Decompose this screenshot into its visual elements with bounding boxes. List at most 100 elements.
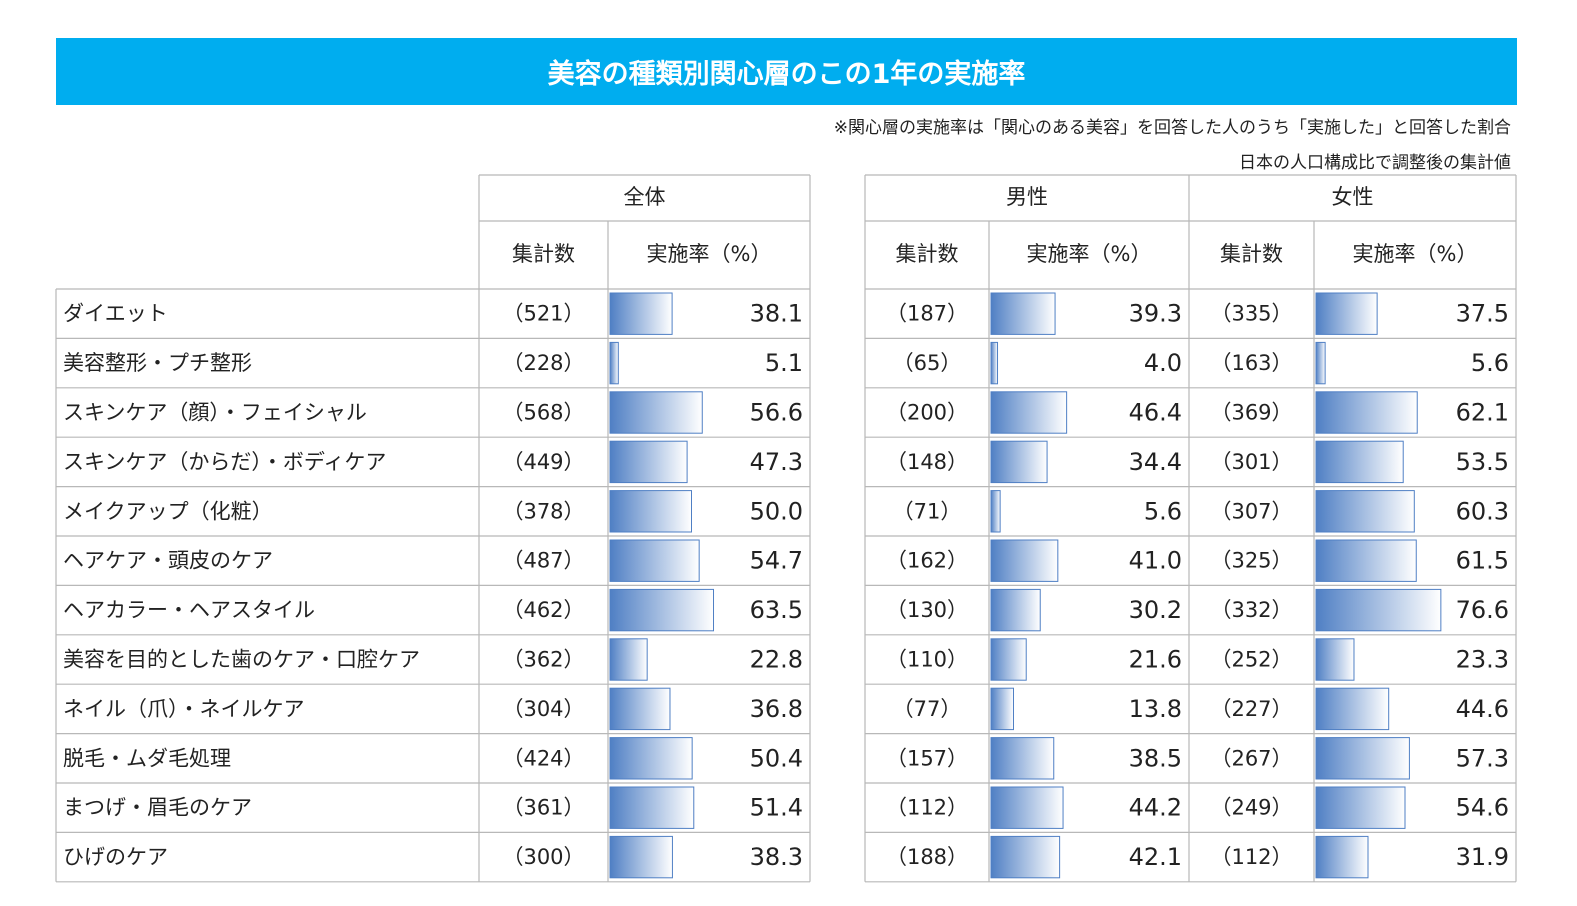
value-label-total: 38.1: [750, 300, 803, 328]
count-header-total: 集計数: [512, 242, 575, 266]
value-label-total: 47.3: [750, 448, 803, 476]
count-cell-male: （71）: [893, 499, 962, 523]
count-cell-male: （130）: [886, 598, 968, 622]
value-label-female: 31.9: [1456, 843, 1509, 871]
count-cell-male: （188）: [886, 845, 968, 869]
bar-male: [990, 737, 1055, 780]
rate-header-male: 実施率（%）: [1027, 242, 1152, 266]
count-cell-total: （424）: [502, 746, 584, 770]
count-cell-male: （162）: [886, 549, 968, 573]
category-label: スキンケア（からだ）・ボディケア: [63, 450, 386, 474]
value-label-male: 38.5: [1129, 744, 1182, 772]
count-cell-male: （112）: [886, 796, 968, 820]
count-cell-total: （449）: [502, 450, 584, 474]
value-label-total: 38.3: [750, 843, 803, 871]
bar-male: [990, 391, 1068, 434]
value-label-male: 21.6: [1129, 646, 1182, 674]
count-cell-male: （110）: [886, 648, 968, 672]
rate-header-female: 実施率（%）: [1353, 242, 1478, 266]
count-cell-total: （361）: [502, 796, 584, 820]
note-line-2: 日本の人口構成比で調整後の集計値: [1239, 153, 1511, 173]
bar-female: [1315, 490, 1415, 533]
category-label: ひげのケア: [63, 845, 168, 869]
bar-male: [990, 490, 1001, 533]
value-label-female: 37.5: [1456, 300, 1509, 328]
value-label-female: 23.3: [1456, 646, 1509, 674]
category-label: ダイエット: [63, 302, 168, 326]
count-cell-female: （267）: [1210, 746, 1292, 770]
bar-male: [990, 835, 1061, 879]
bar-female: [1315, 687, 1390, 731]
bar-female: [1315, 638, 1355, 681]
bar-total: [609, 737, 693, 780]
bar-total: [609, 440, 688, 484]
value-label-female: 76.6: [1456, 596, 1509, 624]
value-label-total: 54.7: [750, 547, 803, 575]
bar-male: [990, 786, 1064, 829]
category-label: ヘアカラー・ヘアスタイル: [63, 598, 315, 622]
count-cell-total: （378）: [502, 499, 584, 523]
count-cell-female: （249）: [1210, 796, 1292, 820]
value-label-male: 44.2: [1129, 794, 1182, 822]
bar-total: [609, 341, 619, 385]
category-label: 美容整形・プチ整形: [63, 351, 252, 375]
bar-female: [1315, 835, 1369, 879]
count-cell-female: （307）: [1210, 499, 1292, 523]
count-cell-male: （187）: [886, 302, 968, 326]
bar-male: [990, 341, 999, 385]
count-cell-total: （487）: [502, 549, 584, 573]
bar-total: [609, 687, 671, 731]
count-cell-female: （112）: [1210, 845, 1292, 869]
count-cell-female: （227）: [1210, 697, 1292, 721]
value-label-total: 36.8: [750, 695, 803, 723]
group-header-male: 男性: [1006, 185, 1048, 209]
bar-female: [1315, 292, 1378, 335]
value-label-male: 30.2: [1129, 596, 1182, 624]
category-label: まつげ・眉毛のケア: [63, 796, 252, 820]
bar-total: [609, 835, 673, 879]
chart-title: 美容の種類別関心層のこの1年の実施率: [547, 59, 1026, 90]
note-line-1: ※関心層の実施率は「関心のある美容」を回答した人のうち「実施した」と回答した割合: [833, 118, 1511, 138]
count-cell-female: （332）: [1210, 598, 1292, 622]
count-cell-total: （521）: [502, 302, 584, 326]
count-cell-female: （252）: [1210, 648, 1292, 672]
value-label-male: 39.3: [1129, 300, 1182, 328]
value-label-female: 60.3: [1456, 497, 1509, 525]
category-label: ネイル（爪）・ネイルケア: [63, 697, 305, 721]
value-label-total: 5.1: [765, 349, 803, 377]
group-header-female: 女性: [1332, 185, 1374, 209]
category-label: 脱毛・ムダ毛処理: [63, 746, 231, 770]
table-body: ダイエット （521） 38.1 （187） 39.3 （335） 37.5 美容整形・プチ整…: [63, 292, 1509, 879]
bar-female: [1315, 786, 1406, 829]
value-label-total: 56.6: [750, 399, 803, 427]
group-header-total: 全体: [624, 185, 666, 209]
count-header-female: 集計数: [1220, 242, 1283, 266]
count-cell-total: （362）: [502, 648, 584, 672]
bar-total: [609, 638, 648, 681]
count-cell-total: （462）: [502, 598, 584, 622]
count-cell-total: （228）: [502, 351, 584, 375]
value-label-male: 34.4: [1129, 448, 1182, 476]
count-cell-female: （335）: [1210, 302, 1292, 326]
count-cell-total: （568）: [502, 401, 584, 425]
count-cell-male: （157）: [886, 746, 968, 770]
category-label: 美容を目的とした歯のケア・口腔ケア: [63, 648, 420, 672]
rate-header-total: 実施率（%）: [647, 242, 772, 266]
count-cell-female: （325）: [1210, 549, 1292, 573]
bar-female: [1315, 737, 1410, 780]
value-label-male: 5.6: [1144, 497, 1182, 525]
category-label: ヘアケア・頭皮のケア: [63, 549, 273, 573]
value-label-female: 54.6: [1456, 794, 1509, 822]
bar-total: [609, 786, 695, 829]
bar-female: [1315, 539, 1417, 582]
bar-female: [1315, 391, 1418, 434]
value-label-total: 50.4: [750, 744, 803, 772]
category-label: スキンケア（顔）・フェイシャル: [63, 401, 367, 425]
bar-female: [1315, 440, 1404, 484]
count-cell-female: （301）: [1210, 450, 1292, 474]
value-label-total: 63.5: [750, 596, 803, 624]
count-cell-male: （200）: [886, 401, 968, 425]
bar-total: [609, 490, 692, 533]
